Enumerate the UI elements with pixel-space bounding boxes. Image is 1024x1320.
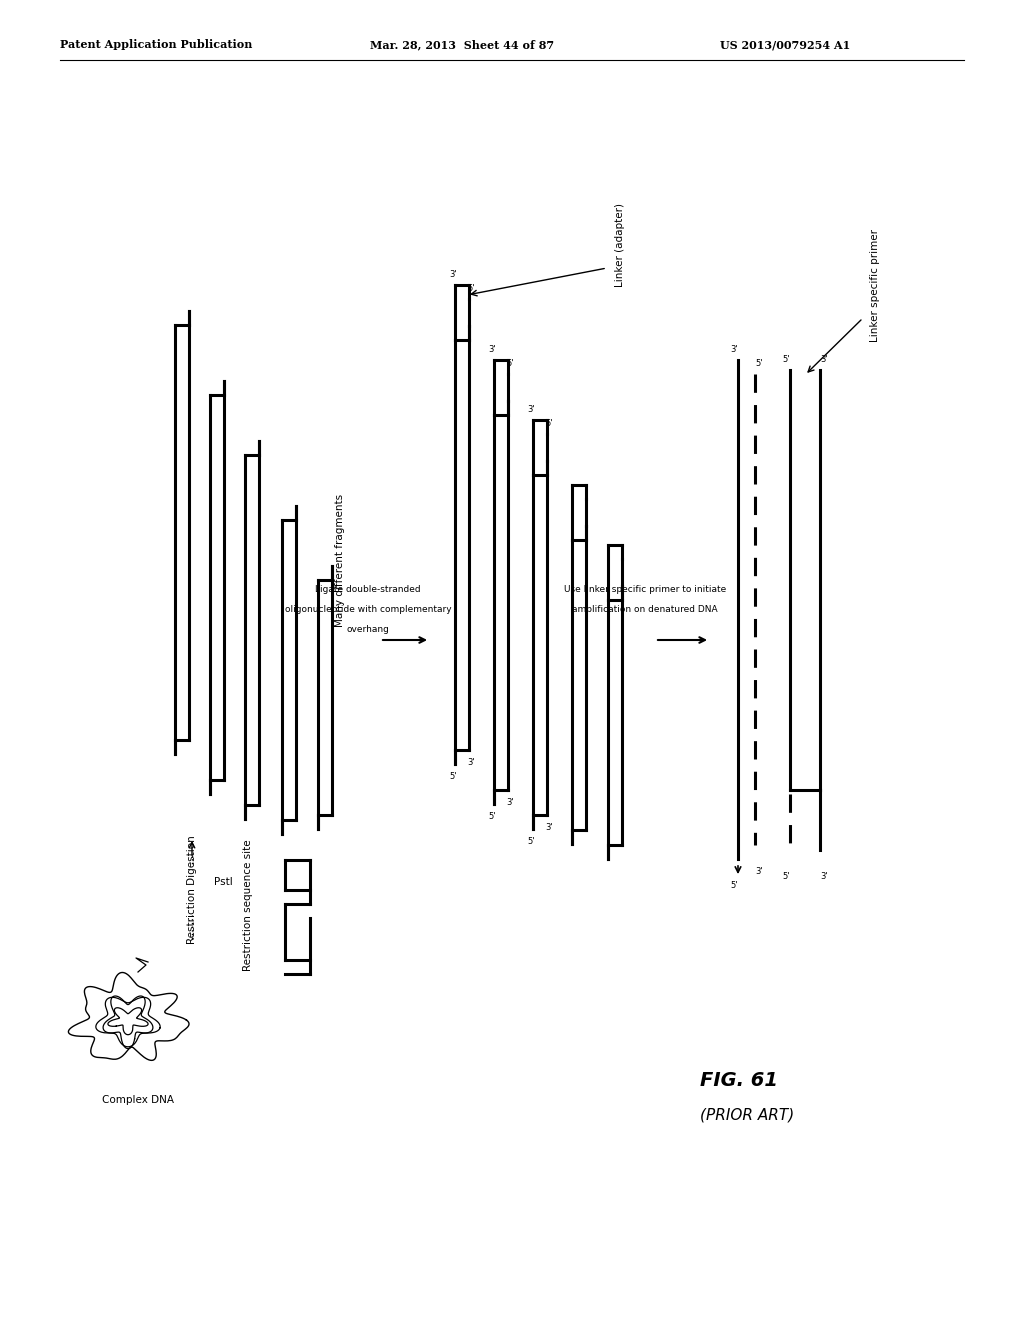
- Text: 3': 3': [527, 405, 535, 414]
- Text: US 2013/0079254 A1: US 2013/0079254 A1: [720, 40, 850, 50]
- Text: 5': 5': [450, 772, 457, 781]
- Text: Linker (adapter): Linker (adapter): [615, 203, 625, 286]
- Text: 5': 5': [730, 880, 737, 890]
- Text: Many different fragments: Many different fragments: [335, 494, 345, 627]
- Text: 3': 3': [488, 345, 496, 354]
- Text: Ligate double-stranded: Ligate double-stranded: [315, 586, 421, 594]
- Text: 3': 3': [755, 867, 763, 876]
- Text: 5': 5': [782, 355, 790, 364]
- Text: 5': 5': [467, 284, 475, 293]
- Text: Linker specific primer: Linker specific primer: [870, 228, 880, 342]
- Text: 5': 5': [527, 837, 535, 846]
- Text: 3': 3': [730, 345, 738, 354]
- Text: Use linker specific primer to initiate: Use linker specific primer to initiate: [564, 586, 726, 594]
- Text: 3': 3': [450, 271, 457, 279]
- Text: 3': 3': [506, 799, 514, 807]
- Text: overhang: overhang: [346, 626, 389, 635]
- Text: 5': 5': [488, 812, 496, 821]
- Text: 5': 5': [545, 418, 553, 428]
- Text: 5': 5': [756, 359, 763, 368]
- Text: 3': 3': [467, 758, 475, 767]
- Text: Complex DNA: Complex DNA: [102, 1096, 174, 1105]
- Text: 5': 5': [782, 873, 790, 880]
- Text: 5': 5': [506, 359, 514, 368]
- Text: PstI: PstI: [214, 876, 232, 887]
- Text: (PRIOR ART): (PRIOR ART): [700, 1107, 795, 1122]
- Text: Restriction Digestion: Restriction Digestion: [187, 836, 197, 944]
- Text: Mar. 28, 2013  Sheet 44 of 87: Mar. 28, 2013 Sheet 44 of 87: [370, 40, 554, 50]
- Text: Patent Application Publication: Patent Application Publication: [60, 40, 252, 50]
- Text: Restriction sequence site: Restriction sequence site: [243, 840, 253, 970]
- Text: FIG. 61: FIG. 61: [700, 1071, 778, 1089]
- Text: amplification on denatured DNA: amplification on denatured DNA: [572, 606, 718, 615]
- Text: 3': 3': [545, 822, 553, 832]
- Text: oligonucleotide with complementary: oligonucleotide with complementary: [285, 606, 452, 615]
- Text: 3': 3': [820, 873, 827, 880]
- Text: 3': 3': [820, 355, 827, 364]
